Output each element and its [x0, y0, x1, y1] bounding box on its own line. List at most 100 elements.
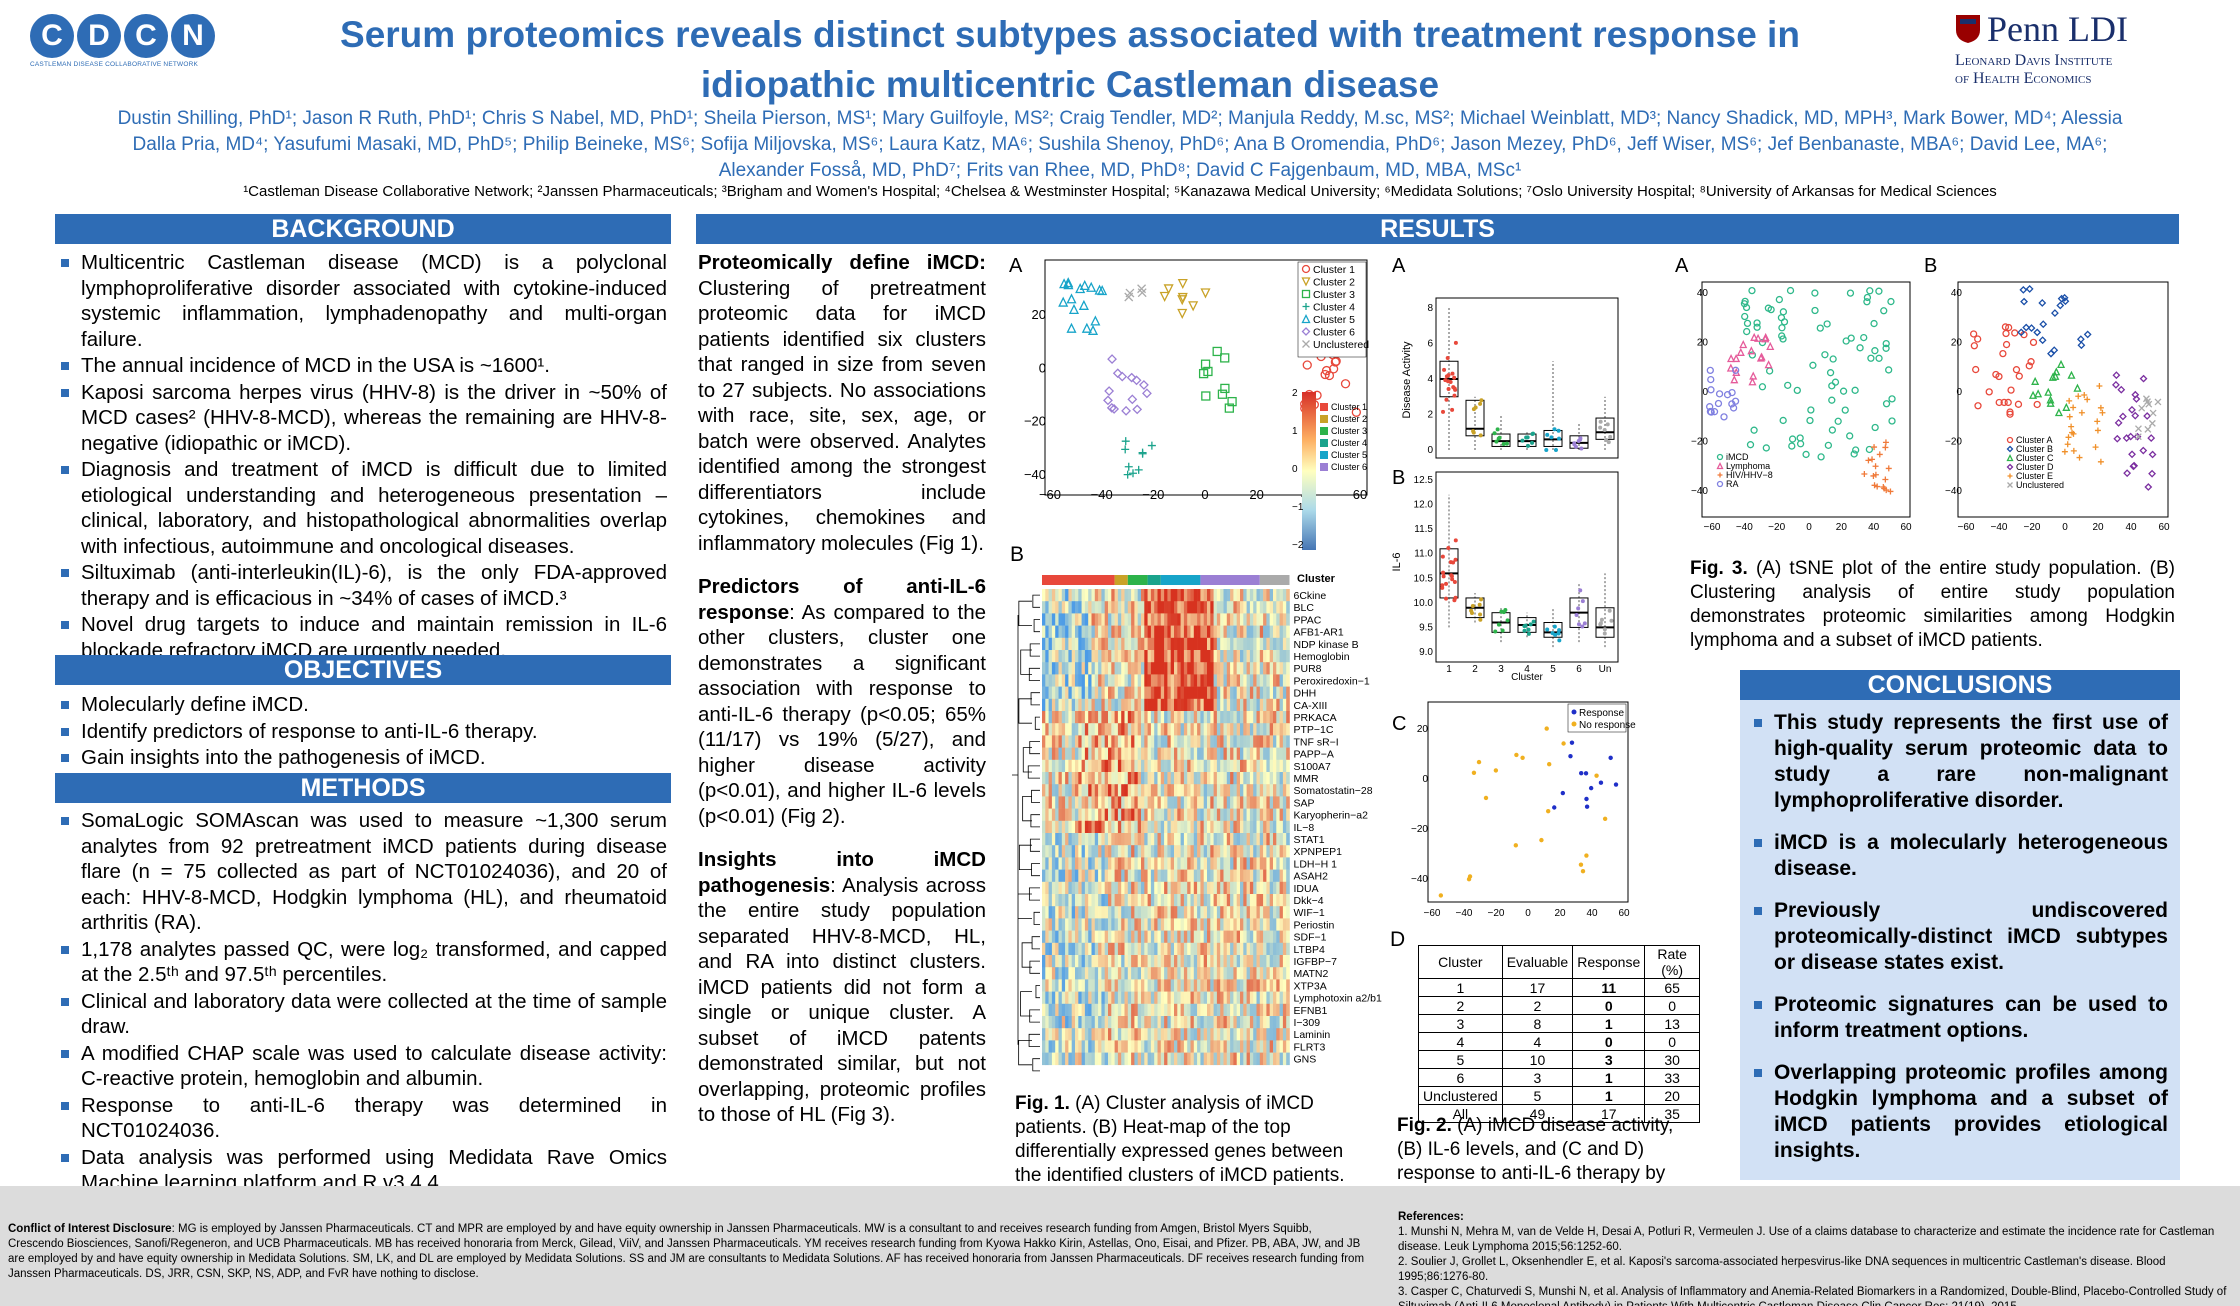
data-point — [1972, 365, 1980, 374]
data-point — [1552, 624, 1557, 629]
data-point — [1066, 322, 1077, 333]
data-point — [1999, 349, 2007, 358]
data-point — [1875, 354, 1883, 362]
table-cell: 30 — [1644, 1050, 1700, 1069]
data-point — [2046, 398, 2055, 407]
data-point — [1602, 627, 1607, 632]
data-point — [1568, 753, 1573, 759]
tick-label: 0 — [2062, 522, 2068, 533]
data-point — [1131, 375, 1142, 386]
data-point — [2149, 409, 2157, 417]
data-point — [1495, 427, 1500, 432]
fig3-caption: Fig. 3. (A) tSNE plot of the entire stud… — [1690, 558, 2175, 651]
data-point — [1969, 330, 1978, 338]
data-point — [1824, 441, 1833, 449]
data-point — [1066, 293, 1077, 304]
legend-swatch — [1320, 403, 1328, 411]
data-point — [2148, 450, 2157, 459]
data-point — [1545, 627, 1550, 632]
data-point — [1602, 816, 1608, 821]
scale-tick: 0 — [1292, 464, 1298, 475]
list-item: This study represents the first use of h… — [1748, 710, 2168, 814]
tick-label: −20 — [1411, 824, 1428, 835]
tick-label: 0 — [1201, 487, 1208, 502]
data-point — [1198, 368, 1209, 379]
data-point — [1821, 351, 1829, 359]
gene-label: Periostin — [1294, 919, 1335, 931]
data-point — [1530, 440, 1535, 445]
data-point — [1811, 289, 1819, 297]
data-point — [2015, 372, 2023, 380]
data-point — [1870, 319, 1878, 328]
conclusions-heading: CONCLUSIONS — [1740, 670, 2180, 700]
table-cell: 6 — [1418, 1068, 1503, 1087]
scale-tick: 2 — [1292, 388, 1298, 399]
data-point — [2070, 447, 2077, 454]
data-point — [2073, 383, 2082, 392]
data-point — [1580, 624, 1585, 629]
fig2c-response-scatter: C 20 0 −20 −40 −60 −40 −20 0 20 40 60 ResponseNo … — [1392, 701, 1636, 919]
data-point — [1441, 409, 1446, 414]
gene-label: BLC — [1294, 602, 1315, 614]
data-point — [1572, 442, 1577, 447]
data-point — [1324, 370, 1335, 381]
data-point — [2078, 409, 2085, 416]
tick-label: 11.5 — [1414, 524, 1433, 535]
data-point — [1780, 318, 1789, 326]
data-point — [1147, 441, 1156, 450]
data-point — [1579, 770, 1584, 776]
data-point — [2097, 458, 2104, 465]
table-cell: 1 — [1572, 1086, 1646, 1105]
cdcn-logo-subtitle: CASTLEMAN DISEASE COLLABORATIVE NETWORK — [30, 61, 199, 68]
tick-label: 60 — [1618, 908, 1630, 919]
gene-label: PUR8 — [1294, 663, 1322, 675]
data-point — [1471, 407, 1476, 412]
legend-label: iMCD — [1726, 452, 1749, 462]
conflict-of-interest: Conflict of Interest Disclosure: MG is e… — [8, 1223, 1365, 1280]
data-point — [1710, 408, 1719, 416]
data-point — [1220, 353, 1230, 363]
data-point — [1476, 759, 1482, 765]
data-point — [1320, 369, 1330, 380]
tick-label: 3 — [1498, 664, 1504, 675]
data-point — [1739, 340, 1748, 349]
table-cell: 3 — [1501, 1068, 1574, 1087]
table-cell: 4 — [1501, 1032, 1574, 1051]
data-point — [1602, 428, 1607, 433]
data-point — [1796, 434, 1804, 442]
data-point — [1863, 298, 1871, 306]
gene-label: XPNPEP1 — [1294, 846, 1343, 858]
tick-label: 0 — [1806, 522, 1812, 533]
affiliations: ¹Castleman Disease Collaborative Network… — [243, 183, 1997, 200]
data-point — [1829, 355, 1837, 363]
data-point — [1584, 853, 1589, 858]
data-point — [1995, 398, 2003, 407]
data-point — [1860, 333, 1868, 342]
data-point — [1753, 323, 1761, 331]
data-point — [1104, 386, 1115, 396]
data-point — [2002, 329, 2010, 338]
legend-swatch — [1571, 709, 1577, 715]
data-point — [2007, 482, 2013, 488]
data-point — [2044, 387, 2053, 396]
data-point — [2025, 284, 2034, 293]
list-item: 1,178 analytes passed QC, were log₂ tran… — [55, 937, 667, 988]
author-list: Dustin Shilling, PhD¹; Jason R Ruth, PhD… — [117, 108, 2123, 181]
tick-label: −20 — [1945, 437, 1962, 448]
data-point — [1806, 416, 1814, 425]
data-point — [1446, 545, 1451, 550]
data-point — [1493, 629, 1498, 634]
data-point — [1301, 264, 1311, 274]
data-point — [1882, 339, 1890, 348]
data-point — [1834, 417, 1842, 425]
data-point — [1452, 375, 1457, 380]
data-point — [2062, 402, 2071, 411]
data-point — [1580, 599, 1585, 604]
data-point — [1440, 583, 1445, 588]
tick-label: 20 — [1032, 307, 1046, 322]
data-point — [1450, 407, 1455, 412]
data-point — [1741, 297, 1749, 306]
table-cell: 1 — [1572, 1068, 1646, 1087]
data-point — [1445, 355, 1450, 360]
objectives-list: Molecularly define iMCD. Identify predic… — [55, 692, 667, 772]
